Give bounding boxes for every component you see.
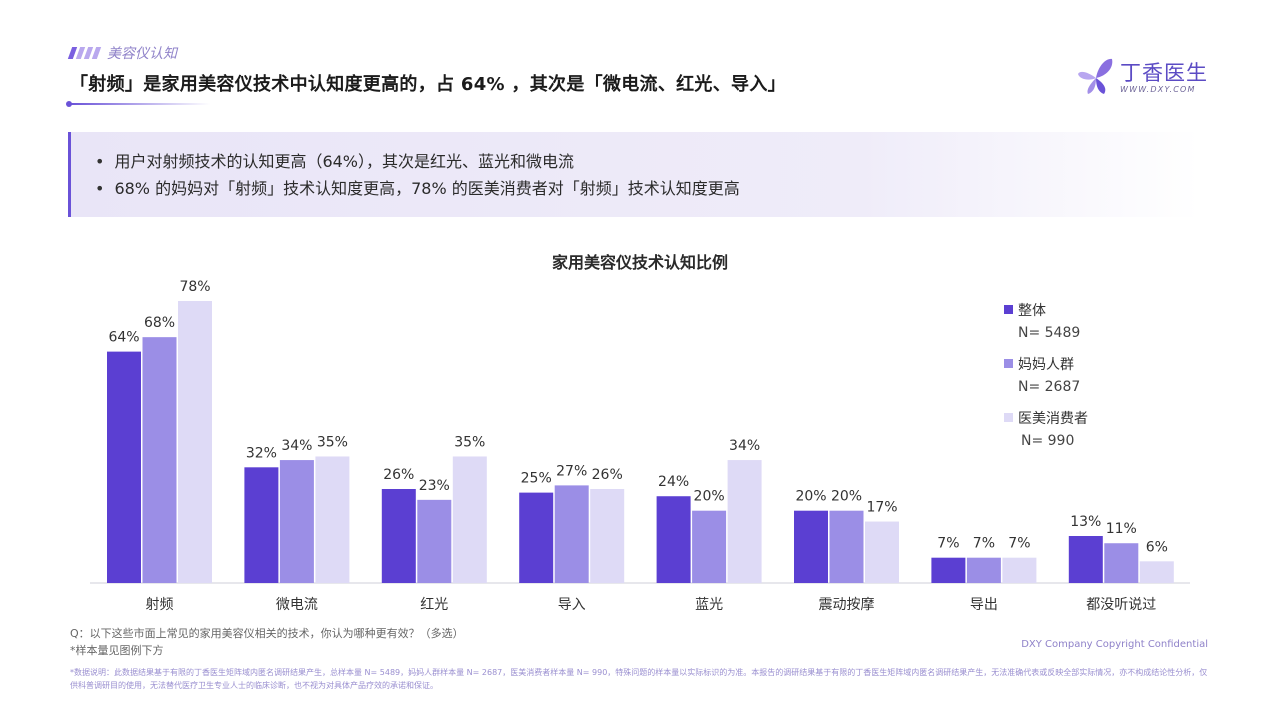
- bar-value-label: 13%: [1070, 514, 1101, 530]
- bar-value-label: 17%: [866, 500, 897, 516]
- bar: [1002, 557, 1037, 583]
- brand-logo: 丁香医生 WWW.DXY.COM: [1076, 56, 1208, 98]
- section-label: 美容仪认知: [107, 46, 177, 62]
- bar: [1104, 543, 1139, 583]
- bar-value-label: 11%: [1106, 521, 1137, 537]
- bar-value-label: 25%: [521, 471, 552, 487]
- summary-box: 用户对射频技术的认知更高（64%），其次是红光、蓝光和微电流 68% 的妈妈对「…: [68, 132, 1200, 217]
- section-stripes-icon: [67, 47, 102, 59]
- category-label: 导入: [558, 597, 586, 613]
- bar: [727, 460, 762, 583]
- bar-value-label: 6%: [1146, 539, 1168, 555]
- bar: [107, 351, 141, 583]
- data-disclaimer: *数据说明：此数据结果基于有限的丁香医生矩阵域内匿名调研结果产生，总样本量 N=…: [70, 668, 1208, 690]
- bar: [452, 456, 487, 583]
- legend-swatch: [1004, 305, 1013, 314]
- bar-value-label: 64%: [108, 330, 139, 346]
- bar: [794, 510, 828, 583]
- bar: [829, 510, 864, 583]
- legend-swatch: [1004, 359, 1013, 368]
- category-labels-layer: 射频 微电流 红光 导入 蓝光 震动按摩 导出 都没听说过: [146, 596, 1157, 613]
- bar: [178, 301, 212, 583]
- logo-name: 丁香医生: [1120, 60, 1208, 85]
- bar-value-label: 7%: [973, 536, 995, 552]
- bar-value-label: 24%: [658, 474, 689, 490]
- bar-value-label: 27%: [556, 463, 587, 479]
- summary-point: 用户对射频技术的认知更高（64%），其次是红光、蓝光和微电流: [95, 148, 1200, 175]
- legend-sample-size: N= 5489: [1018, 325, 1080, 341]
- bar: [417, 499, 452, 583]
- bar-value-label: 34%: [281, 438, 312, 454]
- bars-layer: [107, 301, 1174, 583]
- bar: [865, 521, 899, 583]
- category-label: 导出: [970, 597, 998, 613]
- bar: [279, 460, 314, 583]
- butterfly-logo-icon: [1078, 58, 1113, 94]
- summary-list: 用户对射频技术的认知更高（64%），其次是红光、蓝光和微电流 68% 的妈妈对「…: [71, 132, 1200, 202]
- page-headline: 「射频」是家用美容仪技术中认知度更高的，占 64% ，其次是「微电流、红光、导入…: [70, 74, 786, 95]
- bar-value-label: 34%: [729, 438, 760, 454]
- headline-dot: [66, 101, 72, 107]
- bar: [692, 510, 727, 583]
- bar-value-label: 23%: [419, 478, 450, 494]
- bar-value-label: 20%: [831, 489, 862, 505]
- bar: [656, 496, 691, 583]
- sample-note: *样本量见图例下方: [70, 644, 164, 657]
- chart-title: 家用美容仪技术认知比例: [552, 253, 728, 272]
- category-label: 震动按摩: [819, 596, 875, 613]
- bar: [244, 467, 279, 583]
- legend: 整体 N= 5489 妈妈人群 N= 2687 医美消费者 N= 990: [1004, 303, 1088, 449]
- copyright-note: DXY Company Copyright Confidential: [1021, 639, 1208, 650]
- legend-swatch: [1004, 413, 1013, 422]
- logo-url: WWW.DXY.COM: [1120, 84, 1196, 94]
- bar-value-label: 68%: [144, 315, 175, 331]
- category-label: 蓝光: [695, 597, 723, 613]
- category-label: 都没听说过: [1086, 597, 1156, 613]
- section-tag: 美容仪认知: [67, 44, 177, 62]
- bar-value-label: 35%: [317, 434, 348, 450]
- bar-value-label: 20%: [694, 489, 725, 505]
- bar: [931, 557, 966, 583]
- bar-value-label: 26%: [592, 467, 623, 483]
- category-label: 微电流: [276, 597, 318, 613]
- bar-value-label: 7%: [937, 536, 959, 552]
- legend-sample-size: N= 2687: [1018, 379, 1080, 395]
- value-labels-layer: 64%68%78%32% 34% 35%26%23%35%25% 27% 26% 24%2…: [108, 279, 1167, 555]
- legend-series-name: 整体: [1018, 303, 1046, 319]
- legend-series-name: 妈妈人群: [1018, 357, 1074, 373]
- bar: [519, 492, 554, 583]
- bar-value-label: 78%: [179, 279, 210, 295]
- bar: [1068, 536, 1103, 583]
- bar: [554, 485, 589, 583]
- bar-value-label: 35%: [454, 434, 485, 450]
- bar: [966, 557, 1001, 583]
- bar: [381, 489, 416, 583]
- bar-value-label: 32%: [246, 445, 277, 461]
- legend-sample-size: N= 990: [1021, 433, 1074, 449]
- headline-underline: [70, 103, 210, 105]
- category-label: 红光: [420, 597, 448, 613]
- bar: [315, 456, 350, 583]
- bar-chart: 家用美容仪技术认知比例 64%68%78%32% 34% 35%26%23%35%2…: [90, 253, 1190, 613]
- bar-value-label: 7%: [1008, 536, 1030, 552]
- bar: [590, 489, 625, 583]
- summary-point: 68% 的妈妈对「射频」技术认知度更高，78% 的医美消费者对「射频」技术认知度…: [95, 175, 1200, 202]
- legend-series-name: 医美消费者: [1018, 411, 1088, 427]
- bar-value-label: 26%: [383, 467, 414, 483]
- bar: [142, 337, 177, 583]
- bar-value-label: 20%: [795, 489, 826, 505]
- category-label: 射频: [146, 597, 174, 613]
- bar: [1139, 561, 1174, 583]
- survey-question: Q：以下这些市面上常见的家用美容仪相关的技术，你认为哪种更有效？（多选）: [70, 627, 464, 640]
